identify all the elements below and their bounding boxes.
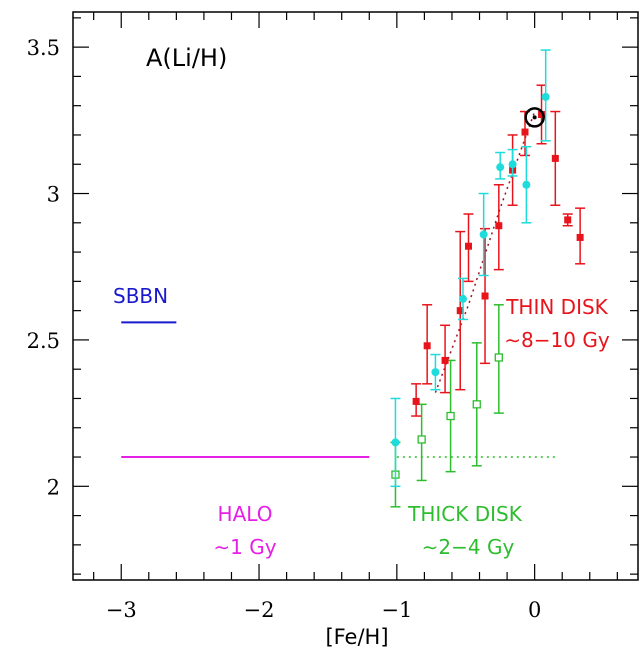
- y-tick-label: 3: [47, 183, 60, 207]
- x-tick-label: −2: [244, 598, 275, 622]
- x-tick-label: −1: [381, 598, 412, 622]
- thin-disk-point: [538, 110, 546, 118]
- axis-ticks: [73, 12, 638, 580]
- y-tick-label: 3.5: [27, 36, 60, 60]
- tick-labels: −3 −2 −1 0 2 2.5 3 3.5: [27, 36, 542, 622]
- thin-disk-age-label: ∼8−10 Gy: [504, 328, 610, 352]
- thin-disk-point: [456, 307, 464, 315]
- halo-age-label: ∼1 Gy: [213, 535, 276, 559]
- cyan-series-point: [458, 294, 467, 303]
- chart-title: A(Li/H): [146, 44, 227, 72]
- thin-disk-point: [551, 154, 559, 162]
- thin-disk-point: [564, 216, 572, 224]
- reference-lines: [121, 111, 556, 459]
- halo-label: HALO: [218, 502, 273, 526]
- thin-disk-point: [576, 233, 584, 241]
- plot-frame: [72, 11, 639, 581]
- thin-disk-point: [412, 397, 420, 405]
- cyan-series-point: [391, 438, 400, 447]
- thick-disk-point: [417, 435, 426, 444]
- cyan-series-point: [496, 163, 505, 172]
- x-tick-label: −3: [106, 598, 137, 622]
- thin-disk-point: [423, 342, 431, 350]
- y-tick-label: 2.5: [27, 329, 60, 353]
- sun-symbol: [524, 107, 545, 128]
- thick-disk-point: [472, 400, 481, 409]
- sun-dot: [532, 115, 537, 120]
- cyan-series-point: [431, 368, 440, 377]
- thin-disk-point: [465, 242, 472, 250]
- thin-disk-label: THIN DISK: [505, 295, 608, 319]
- sbbn-label: SBBN: [113, 284, 168, 308]
- cyan-series-point: [479, 230, 488, 239]
- cyan-series-point: [508, 160, 517, 169]
- y-tick-label: 2: [47, 475, 60, 499]
- thick-disk-point: [494, 353, 503, 362]
- cyan-series-point: [541, 92, 550, 101]
- sun-circle: [524, 107, 545, 128]
- cyan-series-point: [522, 180, 531, 189]
- thin-disk-point: [481, 292, 489, 300]
- thick-disk-age-label: ∼2−4 Gy: [422, 535, 515, 559]
- thick-disk-point: [446, 411, 455, 421]
- thin-disk-point: [441, 356, 449, 364]
- thin-disk-point: [495, 222, 503, 230]
- x-axis-label: [Fe/H]: [325, 625, 388, 649]
- x-tick-label: 0: [528, 598, 541, 622]
- data-points: [390, 49, 586, 508]
- thin-disk-point: [521, 128, 529, 136]
- thick-disk-label: THICK DISK: [407, 502, 523, 526]
